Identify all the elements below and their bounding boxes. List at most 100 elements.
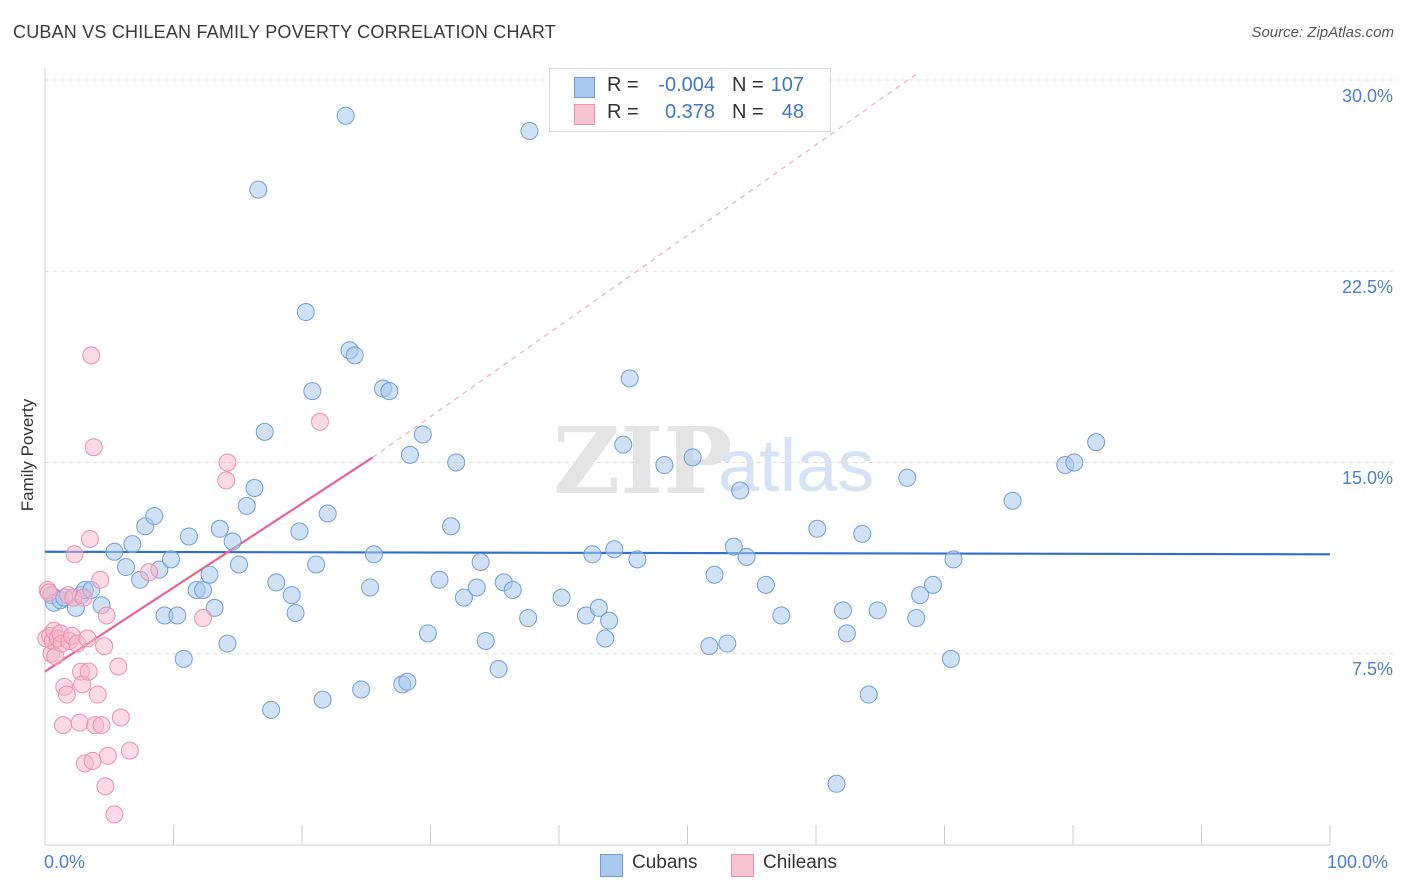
cuban-point bbox=[161, 550, 180, 569]
n-label: N = bbox=[732, 74, 764, 96]
chilean-point bbox=[218, 453, 237, 472]
chilean-point bbox=[140, 563, 159, 582]
chileans-legend-label: Chileans bbox=[763, 852, 837, 873]
cuban-point bbox=[476, 632, 495, 650]
chilean-point bbox=[120, 741, 139, 760]
cuban-point bbox=[307, 555, 326, 574]
cuban-point bbox=[200, 565, 219, 584]
r-label: R = bbox=[607, 74, 639, 96]
cuban-point bbox=[837, 624, 856, 643]
cuban-point bbox=[724, 537, 743, 556]
cuban-point bbox=[194, 581, 213, 599]
watermark: ZIP atlas bbox=[553, 407, 874, 515]
cuban-point bbox=[174, 649, 193, 668]
cubans-legend-swatch bbox=[600, 854, 623, 877]
legend-row-cubans: R = -0.004 N = 107 bbox=[550, 74, 830, 102]
cuban-point bbox=[345, 346, 364, 365]
cuban-point bbox=[552, 588, 571, 607]
x-tick-label: 0.0% bbox=[44, 852, 86, 872]
cuban-point bbox=[471, 552, 490, 571]
cuban-point bbox=[255, 422, 274, 441]
cuban-point bbox=[364, 545, 383, 564]
r-label: R = bbox=[607, 101, 639, 123]
cuban-point bbox=[620, 369, 639, 388]
cuban-point bbox=[853, 524, 872, 543]
cuban-point bbox=[290, 522, 309, 541]
cuban-point bbox=[352, 680, 371, 699]
chilean-point bbox=[109, 657, 128, 676]
chilean-point bbox=[92, 716, 111, 735]
cuban-point bbox=[520, 122, 539, 140]
r-value: 0.378 bbox=[664, 101, 715, 123]
stats-legend: R = -0.004 N = 107 R = 0.378 N = 48 bbox=[549, 68, 831, 132]
cuban-point bbox=[168, 606, 187, 625]
chilean-point bbox=[96, 777, 115, 796]
cuban-point bbox=[467, 578, 486, 597]
chileans-legend-swatch bbox=[731, 854, 754, 877]
chilean-point bbox=[91, 570, 110, 589]
cuban-point bbox=[772, 606, 791, 625]
chilean-point bbox=[95, 637, 114, 656]
cuban-point bbox=[944, 550, 963, 569]
chilean-point bbox=[217, 471, 236, 490]
y-tick-label: 7.5% bbox=[1351, 659, 1393, 679]
chilean-point bbox=[82, 346, 101, 365]
y-tick-label: 15.0% bbox=[1341, 468, 1393, 488]
cuban-point bbox=[941, 649, 960, 668]
cuban-point bbox=[833, 601, 852, 620]
n-value: 107 bbox=[770, 74, 804, 96]
chilean-point bbox=[74, 588, 93, 607]
cuban-point bbox=[361, 578, 380, 597]
x-tick-label: 100.0% bbox=[1327, 852, 1389, 872]
cuban-point bbox=[705, 565, 724, 584]
r-value: -0.004 bbox=[658, 74, 715, 96]
cuban-point bbox=[589, 598, 608, 617]
cuban-point bbox=[923, 575, 942, 594]
y-tick-label: 30.0% bbox=[1341, 86, 1393, 106]
chilean-point bbox=[97, 606, 116, 625]
cuban-point bbox=[205, 598, 224, 617]
chilean-point bbox=[65, 545, 84, 564]
n-label: N = bbox=[732, 101, 764, 123]
chart-source: Source: ZipAtlas.com bbox=[1251, 24, 1394, 41]
cuban-point bbox=[614, 435, 633, 454]
chileans-trend-line bbox=[44, 456, 374, 673]
cuban-point bbox=[700, 637, 719, 656]
cuban-point bbox=[737, 547, 756, 566]
cuban-point bbox=[145, 507, 164, 526]
cuban-point bbox=[400, 445, 419, 464]
chilean-point bbox=[105, 805, 124, 824]
cuban-point bbox=[718, 634, 737, 653]
cuban-point bbox=[249, 180, 268, 199]
cuban-point bbox=[230, 555, 249, 574]
cubans-swatch bbox=[574, 77, 595, 98]
chileans-swatch bbox=[574, 104, 595, 125]
cuban-point bbox=[655, 456, 674, 475]
chilean-point bbox=[80, 530, 99, 548]
cuban-point bbox=[380, 382, 399, 401]
chileans-trend-extension bbox=[372, 71, 920, 458]
cuban-point bbox=[1065, 453, 1084, 472]
axes bbox=[44, 68, 1331, 846]
cuban-point bbox=[605, 540, 624, 559]
cuban-point bbox=[245, 479, 264, 497]
cuban-point bbox=[808, 519, 827, 538]
chilean-point bbox=[57, 685, 76, 704]
cuban-point bbox=[827, 774, 846, 793]
chilean-point bbox=[98, 746, 117, 765]
chilean-point bbox=[79, 662, 98, 681]
chileans-points bbox=[37, 346, 329, 824]
cuban-point bbox=[179, 527, 198, 546]
cuban-point bbox=[756, 575, 775, 594]
chart-title: CUBAN VS CHILEAN FAMILY POVERTY CORRELAT… bbox=[13, 22, 556, 42]
cuban-point bbox=[398, 672, 417, 691]
cuban-point bbox=[911, 586, 930, 605]
trend-lines bbox=[44, 71, 1331, 673]
cuban-point bbox=[859, 685, 878, 704]
cuban-point bbox=[210, 519, 229, 538]
cubans-legend-label: Cubans bbox=[632, 852, 698, 873]
cuban-point bbox=[442, 517, 461, 536]
cuban-point bbox=[454, 588, 473, 607]
cuban-point bbox=[336, 106, 355, 125]
